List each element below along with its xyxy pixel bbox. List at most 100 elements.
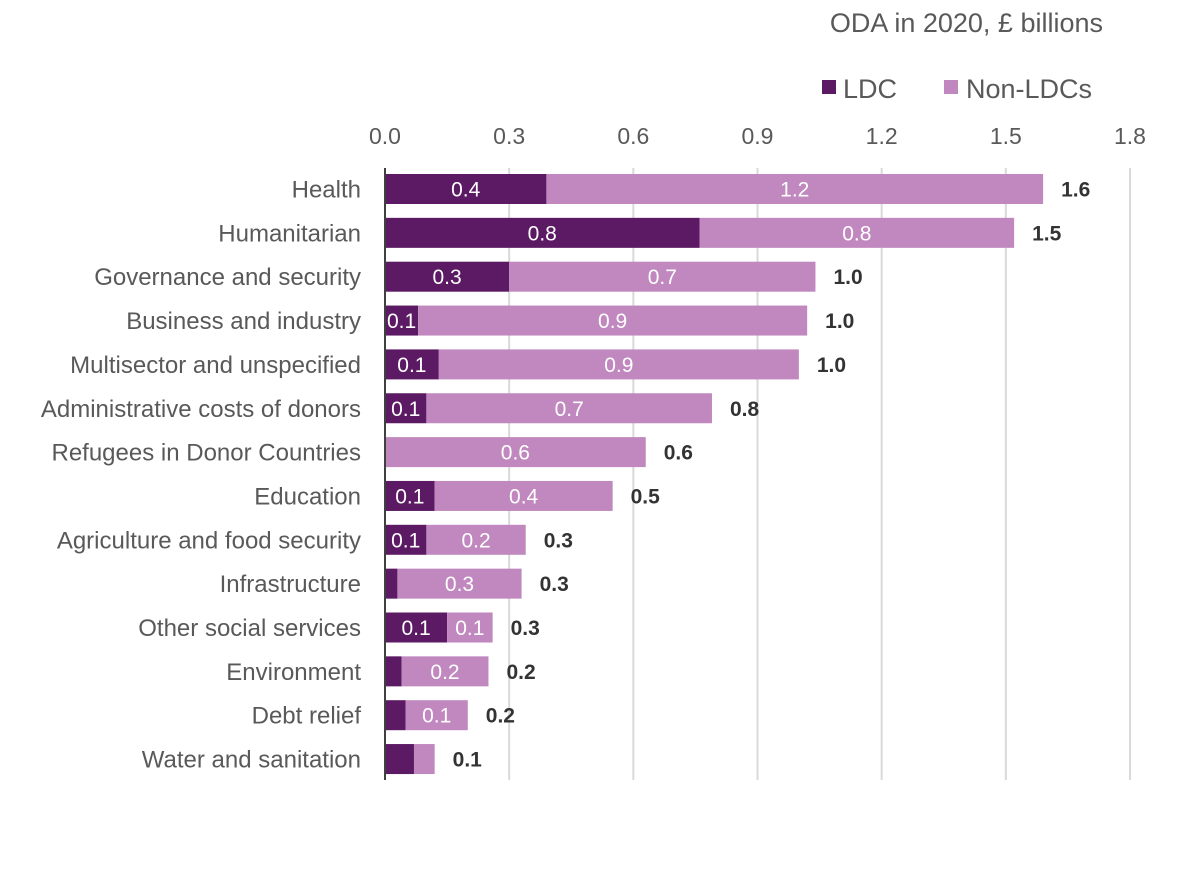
- bars: 0.4 1.2 1.60.8 0.8 1.50.3 0.7 1.00.1 0.9 1.00.1 0…: [385, 174, 1090, 775]
- bar-segment-non-ldcs: [426, 393, 712, 424]
- segment-data-label: 0.9: [598, 310, 627, 333]
- segment-data-label: 0.1: [391, 529, 420, 552]
- bar-segment-ldc: [385, 480, 435, 511]
- segment-data-label: 0.9: [604, 354, 633, 377]
- bar-segment-ldc: [385, 744, 414, 775]
- segment-data-label: 0.8: [528, 222, 557, 245]
- segment-data-label: 0.6: [501, 442, 530, 465]
- segment-data-label: 0.1: [395, 485, 424, 508]
- bar-row: 0.1 0.9 1.0: [385, 349, 846, 380]
- bar-segment-ldc: [385, 612, 448, 643]
- total-data-label: 1.6: [1061, 179, 1090, 202]
- category-label: Administrative costs of donors: [41, 396, 361, 423]
- bar-row: 0.1 0.9 1.0: [385, 305, 854, 336]
- segment-data-label: 0.1: [397, 354, 426, 377]
- total-data-label: 1.5: [1032, 222, 1062, 245]
- gridlines: [508, 168, 1131, 780]
- segment-data-label: 0.1: [401, 617, 430, 640]
- category-label: Education: [254, 483, 361, 510]
- segment-data-label: 0.3: [445, 573, 474, 596]
- bar-segment-non-ldcs: [447, 612, 493, 643]
- bar-segment-non-ldcs: [699, 217, 1015, 248]
- segment-data-label: 0.7: [648, 266, 677, 289]
- bar-segment-non-ldcs: [397, 568, 522, 599]
- category-label: Infrastructure: [220, 571, 361, 598]
- bar-segment-ldc: [385, 174, 547, 204]
- x-tick-label: 1.2: [866, 123, 898, 149]
- bar-segment-non-ldcs: [546, 174, 1044, 204]
- category-label: Governance and security: [94, 264, 361, 291]
- chart-title: ODA in 2020, £ billions: [830, 8, 1103, 38]
- total-data-label: 0.2: [506, 661, 535, 684]
- segment-data-label: 0.3: [432, 266, 461, 289]
- bar-row: 0.4 1.2 1.6: [385, 174, 1090, 204]
- total-data-label: 0.6: [664, 442, 693, 465]
- legend-swatch-non-ldcs: [944, 80, 958, 94]
- total-data-label: 1.0: [833, 266, 862, 289]
- total-data-label: 0.3: [511, 617, 540, 640]
- bar-segment-ldc: [385, 261, 510, 292]
- bar-segment-ldc: [385, 217, 700, 248]
- bar-row: 0.1 0.7 0.8: [385, 393, 760, 424]
- x-tick-label: 1.8: [1114, 123, 1146, 149]
- bar-row: 0.6 0.6: [385, 437, 693, 468]
- category-label: Health: [292, 177, 361, 204]
- total-data-label: 0.1: [453, 749, 483, 772]
- total-data-label: 0.2: [486, 705, 515, 728]
- category-label: Refugees in Donor Countries: [51, 440, 361, 467]
- bar-segment-ldc: [385, 305, 419, 336]
- category-label: Environment: [226, 659, 361, 686]
- bar-segment-non-ldcs: [413, 744, 435, 775]
- category-labels: Health Humanitarian Governance and securit…: [41, 177, 361, 774]
- x-tick-label: 0.0: [369, 123, 401, 149]
- total-data-label: 0.8: [730, 398, 760, 421]
- bar-row: 0.1: [385, 744, 483, 775]
- category-label: Business and industry: [126, 308, 361, 335]
- segment-data-label: 0.8: [842, 222, 871, 245]
- bar-row: 0.3 0.3: [385, 568, 569, 599]
- bar-segment-non-ldcs: [434, 480, 613, 511]
- x-tick-label: 0.9: [742, 123, 774, 149]
- segment-data-label: 0.2: [461, 529, 490, 552]
- segment-data-label: 0.1: [422, 705, 451, 728]
- legend: LDC Non-LDCs: [822, 74, 1092, 104]
- bar-segment-non-ldcs: [405, 700, 468, 731]
- bar-row: 0.1 0.2: [385, 700, 515, 731]
- x-tick-label: 0.6: [617, 123, 649, 149]
- bar-segment-ldc: [385, 393, 427, 424]
- x-tick-label: 0.3: [493, 123, 525, 149]
- segment-data-label: 0.7: [555, 398, 584, 421]
- segment-data-label: 0.4: [451, 179, 481, 202]
- x-tick-label: 1.5: [990, 123, 1022, 149]
- bar-row: 0.3 0.7 1.0: [385, 261, 863, 292]
- category-label: Agriculture and food security: [57, 527, 361, 554]
- bar-segment-ldc: [385, 524, 427, 555]
- segment-data-label: 0.1: [391, 398, 420, 421]
- bar-segment-ldc: [385, 700, 406, 731]
- bar-row: 0.2 0.2: [385, 656, 536, 687]
- total-data-label: 0.5: [631, 485, 661, 508]
- segment-data-label: 0.1: [455, 617, 484, 640]
- x-axis-ticks: 0.0 0.3 0.6 0.9 1.2 1.5 1.8: [369, 123, 1146, 149]
- legend-swatch-ldc: [822, 80, 836, 94]
- bar-segment-non-ldcs: [509, 261, 816, 292]
- category-label: Humanitarian: [218, 220, 361, 247]
- bar-segment-non-ldcs: [401, 656, 489, 687]
- legend-label-non-ldcs: Non-LDCs: [966, 74, 1092, 104]
- bar-row: 0.1 0.1 0.3: [385, 612, 540, 643]
- category-label: Debt relief: [252, 703, 362, 730]
- bar-segment-ldc: [385, 568, 398, 599]
- segment-data-label: 1.2: [780, 179, 809, 202]
- bar-segment-non-ldcs: [438, 349, 799, 380]
- bar-row: 0.1 0.2 0.3: [385, 524, 573, 555]
- bar-row: 0.8 0.8 1.5: [385, 217, 1062, 248]
- bar-segment-non-ldcs: [426, 524, 526, 555]
- total-data-label: 0.3: [540, 573, 569, 596]
- segment-data-label: 0.4: [509, 485, 539, 508]
- bar-row: 0.1 0.4 0.5: [385, 480, 661, 511]
- category-label: Water and sanitation: [142, 747, 361, 774]
- legend-label-ldc: LDC: [843, 74, 897, 104]
- bar-segment-ldc: [385, 349, 439, 380]
